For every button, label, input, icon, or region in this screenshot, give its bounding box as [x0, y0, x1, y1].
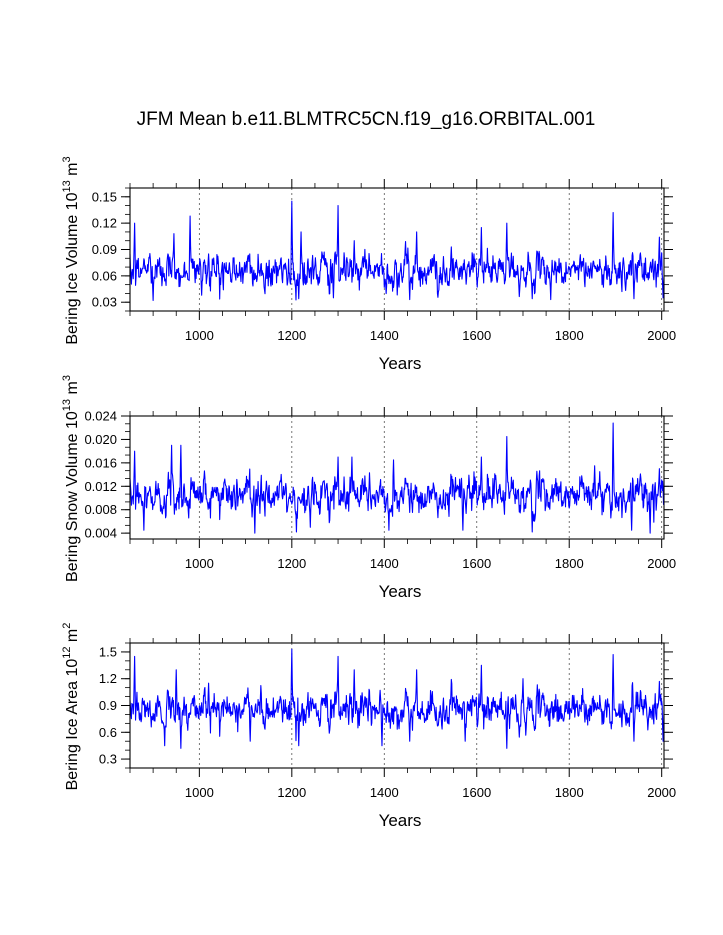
panel-ice-area: 1000 1200 1400 1600 1800 2000 0.3 0.6 0.9 1.2 1.5 Y… [61, 623, 676, 830]
x-tick-label: 1200 [277, 328, 306, 343]
x-tick-label: 1400 [370, 556, 399, 571]
x-tick-label: 1400 [370, 785, 399, 800]
x-tick-label: 1600 [462, 328, 491, 343]
y-tick-label: 0.15 [92, 189, 117, 204]
figure-title: JFM Mean b.e11.BLMTRC5CN.f19_g16.ORBITAL… [137, 109, 596, 130]
y-tick-label: 1.5 [99, 644, 117, 659]
series-line-snow-volume [129, 422, 665, 534]
panels: 1000 1200 1400 1600 1800 2000 0.03 0.06 0.09 0.12… [61, 156, 676, 830]
plot-frame [129, 415, 665, 540]
x-tick-label: 1800 [555, 328, 584, 343]
x-tick-label: 1000 [185, 328, 214, 343]
x-tick-label: 1400 [370, 328, 399, 343]
y-tick-label: 0.016 [84, 455, 117, 470]
y-tick-label: 0.3 [99, 752, 117, 767]
x-tick-label: 1600 [462, 785, 491, 800]
y-tick-label: 0.012 [84, 479, 117, 494]
x-tick-label: 2000 [647, 556, 676, 571]
y-axis-label: Bering Ice Area 1012 m2 [61, 623, 81, 791]
x-tick-label: 1000 [185, 785, 214, 800]
y-tick-label: 0.06 [92, 268, 117, 283]
x-axis-label: Years [379, 354, 422, 373]
x-tick-label: 2000 [647, 785, 676, 800]
y-tick-label: 0.020 [84, 432, 117, 447]
y-tick-label: 0.09 [92, 242, 117, 257]
y-tick-label: 0.12 [92, 216, 117, 231]
x-tick-label: 1000 [185, 556, 214, 571]
series-line-ice-area [129, 648, 665, 749]
x-tick-label: 1200 [277, 785, 306, 800]
y-tick-label: 0.008 [84, 502, 117, 517]
y-tick-label: 0.9 [99, 698, 117, 713]
y-axis-label: Bering Snow Volume 1013 m3 [61, 375, 81, 582]
y-tick-label: 0.004 [84, 526, 117, 541]
x-tick-label: 1600 [462, 556, 491, 571]
x-axis-label: Years [379, 811, 422, 830]
x-axis-label: Years [379, 582, 422, 601]
y-axis-label: Bering Ice Volume 1013 m3 [61, 156, 81, 344]
y-tick-label: 0.024 [84, 409, 117, 424]
x-tick-label: 1800 [555, 785, 584, 800]
y-tick-label: 1.2 [99, 671, 117, 686]
series-line-ice-volume [129, 200, 665, 302]
x-tick-label: 1200 [277, 556, 306, 571]
x-tick-label: 2000 [647, 328, 676, 343]
panel-snow-volume: 1000 1200 1400 1600 1800 2000 0.004 0.008 0.012 0… [61, 375, 676, 601]
panel-ice-volume: 1000 1200 1400 1600 1800 2000 0.03 0.06 0.09 0.12… [61, 156, 676, 373]
y-tick-label: 0.03 [92, 295, 117, 310]
x-tick-label: 1800 [555, 556, 584, 571]
y-tick-label: 0.6 [99, 725, 117, 740]
